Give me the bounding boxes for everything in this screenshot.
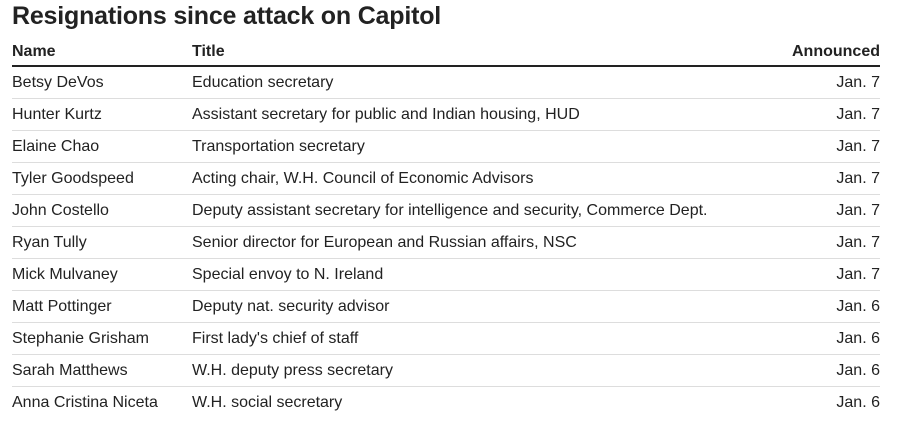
date-cell: Jan. 6 [779,354,880,387]
table-row: Hunter Kurtz Assistant secretary for publ… [12,98,880,131]
table-row: Mick Mulvaney Special envoy to N. Ireland… [12,258,880,291]
table-row: Sarah Matthews W.H. deputy press secretar… [12,354,880,387]
title-cell: First lady's chief of staff [192,322,780,355]
date-cell: Jan. 7 [779,226,880,259]
title-cell: Education secretary [192,66,780,99]
name-cell: Mick Mulvaney [12,258,192,291]
table-body: Betsy DeVos Education secretary Jan. 7 Hunt… [12,66,880,418]
table-header: Name Title Announced [12,38,880,67]
name-cell: Sarah Matthews [12,354,192,387]
column-header: Title [192,38,780,67]
table-row: Betsy DeVos Education secretary Jan. 7 [12,66,880,99]
date-cell: Jan. 7 [779,194,880,227]
table-row: Stephanie Grisham First lady's chief of s… [12,322,880,355]
title: Resignations since attack on Capitol [12,2,442,30]
name-cell: Hunter Kurtz [12,98,192,131]
title-cell: Deputy assistant secretary for intellige… [192,194,780,227]
title-cell: W.H. social secretary [192,393,343,411]
date-cell: Jan. 6 [779,290,880,323]
name-cell: Tyler Goodspeed [12,162,192,195]
title-cell: Deputy nat. security advisor [192,290,780,323]
column-header: Name [12,38,192,67]
table-row: Elaine Chao Transportation secretary Jan. … [12,130,880,163]
date-cell: Jan. 7 [779,66,880,99]
name-cell: Stephanie Grisham [12,322,192,355]
name-cell: Elaine Chao [12,130,192,163]
name-cell: Anna Cristina Niceta [12,393,158,411]
date-cell: Jan. 7 [779,130,880,163]
title-cell: Transportation secretary [192,130,780,163]
column-header: Announced [779,38,880,67]
title-cell: Senior director for European and Russian… [192,226,780,259]
name-cell: Ryan Tully [12,226,192,259]
date-cell: Jan. 7 [779,162,880,195]
name-cell: Betsy DeVos [12,66,192,99]
title-cell: Acting chair, W.H. Council of Economic A… [192,162,780,195]
table-row: Matt Pottinger Deputy nat. security advis… [12,290,880,323]
title-cell: Assistant secretary for public and India… [192,98,780,131]
date-cell: Jan. 7 [779,258,880,291]
name-cell: John Costello [12,194,192,227]
resignations-table: Name Title Announced Betsy DeVos Education … [12,38,880,418]
table-row: Anna Cristina Niceta W.H. social secretar… [12,387,880,419]
date-cell: Jan. 6 [779,322,880,355]
table-row: Ryan Tully Senior director for European a… [12,226,880,259]
table-row: John Costello Deputy assistant secretary … [12,194,880,227]
title-cell: Special envoy to N. Ireland [192,258,780,291]
name-cell: Matt Pottinger [12,290,192,323]
table-row: Tyler Goodspeed Acting chair, W.H. Counci… [12,162,880,195]
title-cell: W.H. deputy press secretary [192,354,780,387]
header-row: Name Title Announced [12,38,880,67]
date-cell: Jan. 6 [836,393,880,411]
date-cell: Jan. 7 [779,98,880,131]
